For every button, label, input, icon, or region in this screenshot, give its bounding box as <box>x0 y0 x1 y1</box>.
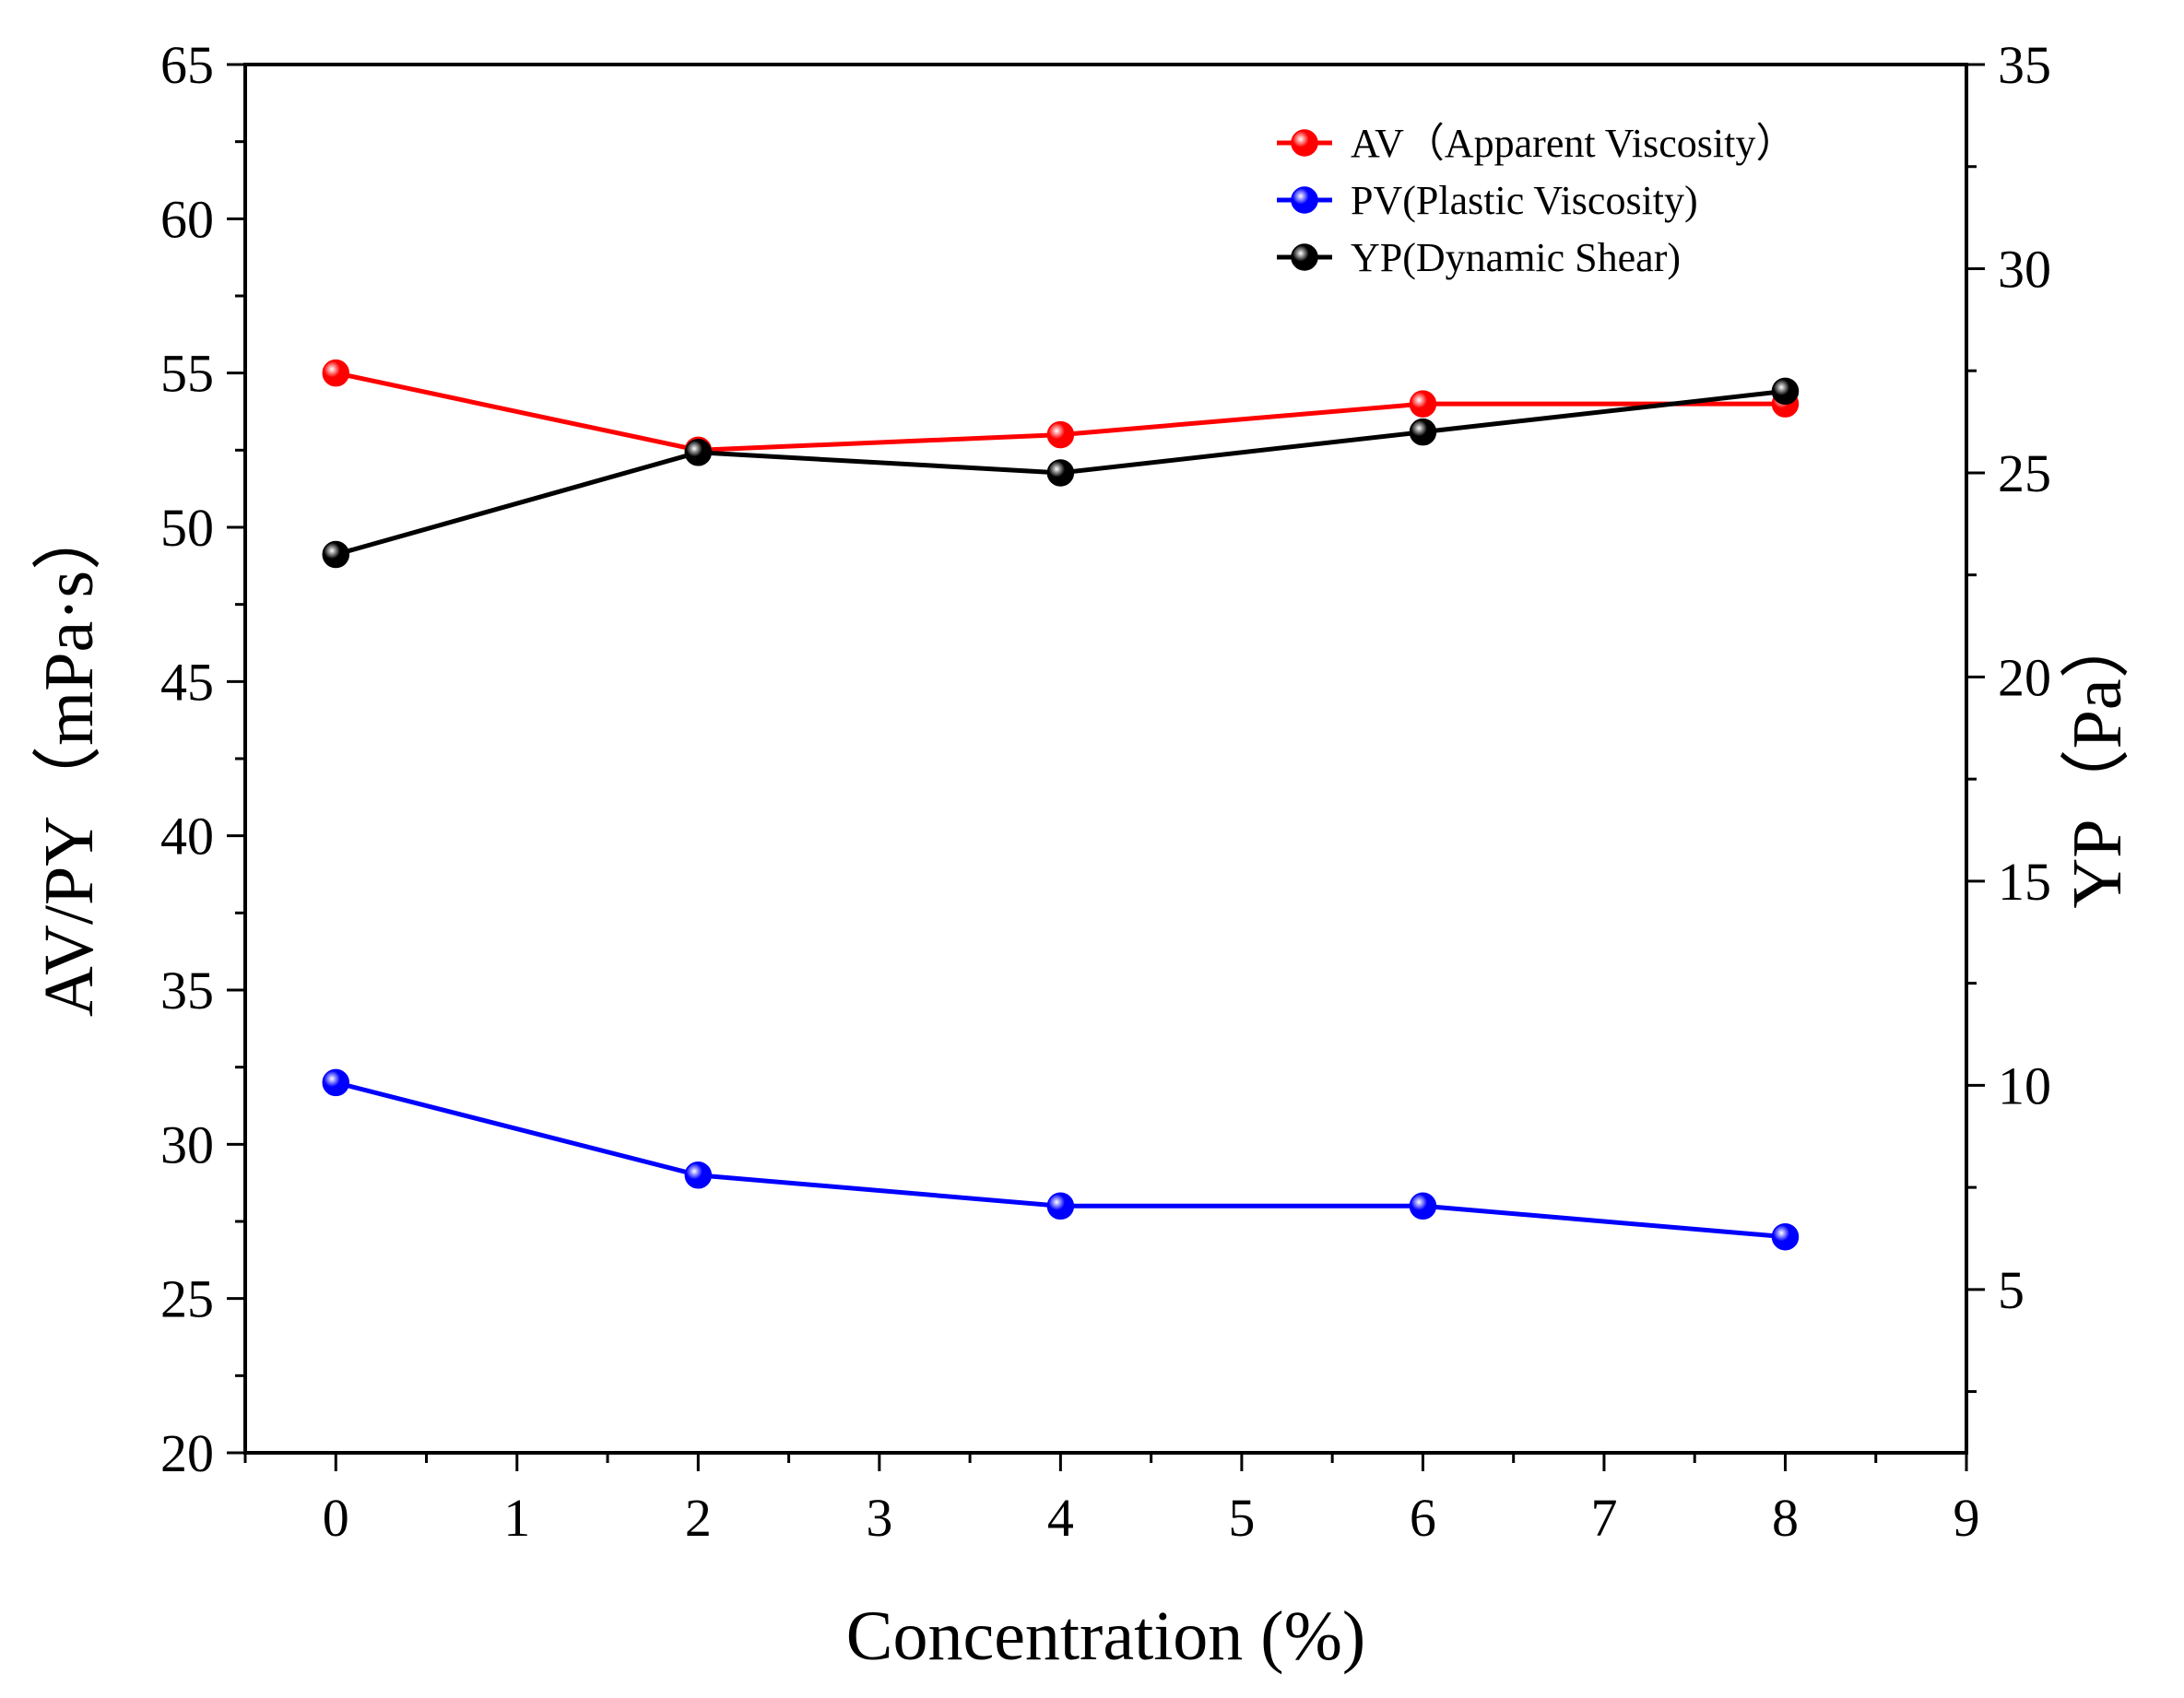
x-tick-label: 7 <box>1590 1488 1617 1548</box>
x-tick-label: 0 <box>323 1488 349 1548</box>
legend-marker-2 <box>1291 186 1318 214</box>
x-tick-label: 6 <box>1410 1488 1436 1548</box>
data-point-s2-1 <box>684 1161 713 1189</box>
x-tick-label: 5 <box>1228 1488 1255 1548</box>
y-left-tick-label: 60 <box>160 189 214 249</box>
y-left-tick-label: 40 <box>160 807 214 867</box>
x-axis-title: Concentration (%) <box>846 1598 1365 1675</box>
y-left-tick-label: 50 <box>160 498 214 558</box>
data-point-s2-3 <box>1409 1192 1437 1220</box>
x-tick-label: 4 <box>1047 1488 1074 1548</box>
y-left-tick-label: 35 <box>160 961 214 1020</box>
data-point-s3-2 <box>1046 459 1075 487</box>
plot-frame <box>243 63 1968 1455</box>
data-point-s3-4 <box>1771 377 1800 406</box>
legend: AV（Apparent Viscosity） PV(Plastic Viscosi… <box>1277 121 1796 280</box>
y-right-axis-title: YP（Pa） <box>2059 608 2136 908</box>
y-right-tick-label: 20 <box>1998 647 2051 707</box>
plot-marks <box>322 359 1800 1251</box>
data-point-s3-1 <box>684 439 713 466</box>
x-tick-label: 2 <box>685 1488 712 1548</box>
data-point-s3-3 <box>1409 418 1437 446</box>
y-left-tick-label: 55 <box>160 344 214 404</box>
data-point-s1-3 <box>1409 390 1437 418</box>
x-tick-label: 1 <box>503 1488 530 1548</box>
data-point-s2-4 <box>1771 1222 1800 1251</box>
legend-label-3: YP(Dynamic Shear) <box>1351 235 1681 280</box>
y-left-tick-label: 30 <box>160 1114 214 1174</box>
legend-marker-3 <box>1291 243 1318 271</box>
y-left-tick-label: 25 <box>160 1269 214 1329</box>
x-tick-label: 9 <box>1954 1488 1980 1548</box>
data-point-s3-0 <box>322 540 350 569</box>
axis-labels: Concentration (%) AV/PY（mPa·s） YP（Pa） <box>30 501 2136 1675</box>
y-right-tick-label: 30 <box>1998 239 2051 299</box>
y-right-tick-label: 25 <box>1998 443 2051 503</box>
legend-label-2: PV(Plastic Viscosity) <box>1351 178 1698 223</box>
x-tick-label: 3 <box>866 1488 892 1548</box>
y-left-tick-label: 45 <box>160 652 214 712</box>
data-point-s2-2 <box>1046 1192 1075 1220</box>
data-point-s1-0 <box>322 359 350 387</box>
y-right-tick-label: 5 <box>1998 1260 2025 1320</box>
y-right-tick-label: 10 <box>1998 1055 2051 1115</box>
axes: 0 1 2 3 4 5 6 7 8 9202530354045505560655101520253… <box>160 35 2051 1548</box>
y-left-tick-label: 20 <box>160 1423 214 1483</box>
y-right-tick-label: 35 <box>1998 35 2051 95</box>
legend-label-1: AV（Apparent Viscosity） <box>1351 121 1796 166</box>
x-tick-label: 8 <box>1772 1488 1799 1548</box>
legend-marker-1 <box>1291 129 1318 157</box>
data-point-s1-2 <box>1046 420 1075 449</box>
y-left-axis-title: AV/PY（mPa·s） <box>30 501 108 1017</box>
y-left-tick-label: 65 <box>160 35 214 95</box>
data-point-s2-0 <box>322 1068 350 1097</box>
y-right-tick-label: 15 <box>1998 852 2051 912</box>
